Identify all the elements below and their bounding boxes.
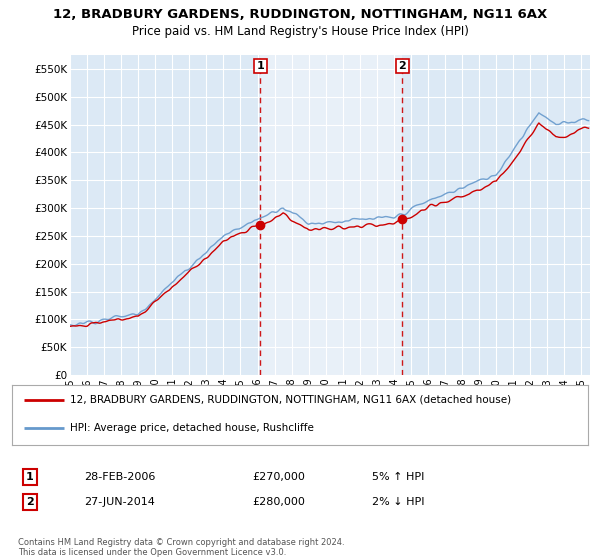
Text: 12, BRADBURY GARDENS, RUDDINGTON, NOTTINGHAM, NG11 6AX: 12, BRADBURY GARDENS, RUDDINGTON, NOTTIN… [53,8,547,21]
Text: £270,000: £270,000 [252,472,305,482]
Bar [260,55,403,375]
Text: Price paid vs. HM Land Registry's House Price Index (HPI): Price paid vs. HM Land Registry's House … [131,25,469,38]
Text: 2% ↓ HPI: 2% ↓ HPI [372,497,425,507]
Text: 5% ↑ HPI: 5% ↑ HPI [372,472,424,482]
Text: 27-JUN-2014: 27-JUN-2014 [84,497,155,507]
Text: 28-FEB-2006: 28-FEB-2006 [84,472,155,482]
Text: 2: 2 [26,497,34,507]
Text: 12, BRADBURY GARDENS, RUDDINGTON, NOTTINGHAM, NG11 6AX (detached house): 12, BRADBURY GARDENS, RUDDINGTON, NOTTIN… [70,395,511,405]
Text: £280,000: £280,000 [252,497,305,507]
Text: Contains HM Land Registry data © Crown copyright and database right 2024.
This d: Contains HM Land Registry data © Crown c… [18,538,344,557]
Text: 1: 1 [26,472,34,482]
Text: 1: 1 [257,61,265,71]
Text: HPI: Average price, detached house, Rushcliffe: HPI: Average price, detached house, Rush… [70,423,313,433]
Text: 2: 2 [398,61,406,71]
